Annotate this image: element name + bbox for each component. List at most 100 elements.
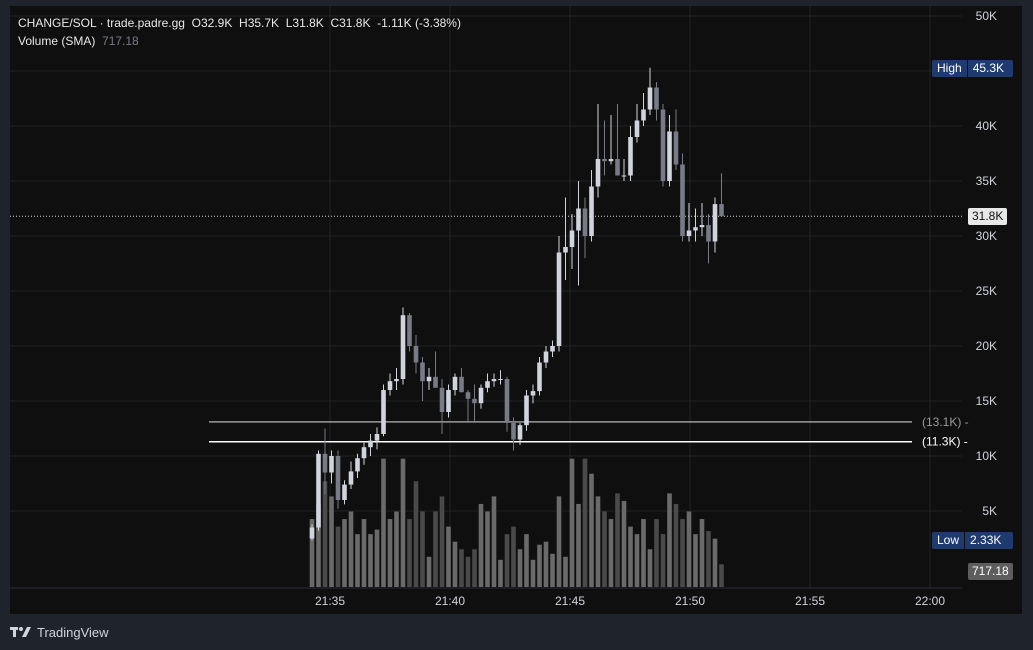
candle-body [387,381,393,390]
volume-bar [309,519,315,587]
volume-bar [693,534,698,587]
x-tick-label: 22:00 [915,594,945,608]
volume-bar [615,493,620,587]
candle-body [413,346,419,363]
volume-bar [628,526,633,587]
candle-body [394,379,399,382]
volume-label[interactable]: Volume (SMA) [18,34,96,48]
volume-bar [719,564,724,587]
volume-bar [368,534,373,587]
y-tick-label: 25K [976,284,997,298]
volume-bar [569,458,575,587]
candle-body [595,159,601,187]
candle-body [478,387,484,404]
close-key: C [330,16,340,30]
tradingview-icon [10,627,31,637]
candle-body [381,390,386,434]
candle-body [335,456,341,500]
volume-bar [381,458,386,587]
ohlc-legend: CHANGE/SOL · trade.padre.gg O32.9K H35.7… [18,16,461,30]
volume-bar [439,496,445,587]
y-tick-label: 35K [976,174,997,188]
volume-bar [400,458,406,587]
low-marker-label: Low [932,532,966,549]
candle-body [446,390,451,412]
candle-body [693,227,698,231]
high-key: H [239,16,248,30]
candle-body [654,87,659,110]
candle-body [426,376,432,382]
high-marker-value: 45.3K [972,61,1005,75]
candle-body [550,346,555,352]
volume-bar [667,493,672,587]
volume-bar [335,526,341,587]
close-value: 31.8K [339,16,371,30]
volume-bar [699,519,705,587]
candle-body [699,225,705,228]
candle-body [472,398,477,404]
low-key: L [285,16,293,30]
candle-body [368,440,373,448]
volume-bar [387,519,393,587]
candle-body [491,379,497,382]
y-tick-label: 30K [976,229,997,243]
candle-body [543,351,549,363]
y-tick-label: 50K [976,9,997,23]
volume-bar [459,549,464,587]
candle-body [439,387,445,412]
y-tick-label: 15K [976,394,997,408]
volume-group [309,458,724,587]
x-tick-label: 21:45 [555,594,585,608]
grid-group: 50K45K40K35K30K25K20K15K10K5K21:3521:402… [10,6,997,608]
volume-bar [355,534,360,587]
volume-bar [621,500,627,587]
last-price-tag: 31.8K [968,208,1008,225]
x-tick-label: 21:55 [795,594,825,608]
candle-body [569,230,575,247]
candle-body [524,395,529,426]
candle-body [686,230,692,236]
volume-bar [465,556,471,587]
x-tick-label: 21:50 [675,594,705,608]
volume-bar [680,519,685,587]
level-line-label: (13.1K) - [922,415,969,429]
low-marker: Low 2.33K [932,532,1013,549]
candle-body [602,159,607,162]
candles-group [309,67,724,541]
candle-body [530,391,536,396]
volume-bar [543,541,549,587]
volume-bar [316,503,321,587]
symbol-name[interactable]: CHANGE/SOL · trade.padre.gg [18,16,185,30]
open-value: 32.9K [200,16,233,30]
candle-body [511,423,516,440]
tradingview-logo[interactable]: TradingView [10,625,109,640]
candle-body [576,208,581,231]
volume-bar [446,526,451,587]
candle-body [634,120,640,137]
volume-bar [582,458,588,587]
volume-bar [322,481,328,587]
volume-bar [504,534,510,587]
volume-bar [348,511,354,587]
x-tick-label: 21:40 [435,594,465,608]
candle-body [355,458,360,472]
chart-area[interactable]: 50K45K40K35K30K25K20K15K10K5K21:3521:402… [10,6,1022,614]
candle-body [673,131,679,165]
volume-bar [472,549,477,587]
candle-body [667,131,672,181]
volume-bar [550,553,555,587]
candlestick-chart[interactable]: 50K45K40K35K30K25K20K15K10K5K21:3521:402… [10,6,1022,614]
volume-bar [394,511,399,587]
volume-bar [420,511,425,587]
candle-body [712,204,718,242]
candle-body [517,425,523,440]
volume-legend: Volume (SMA) 717.18 [18,34,139,48]
low-marker-value: 2.33K [970,533,1002,547]
y-tick-label: 40K [976,119,997,133]
volume-bar [686,511,692,587]
volume-bar [426,556,432,587]
candle-body [706,225,711,242]
volume-bar [589,473,594,587]
candle-body [660,109,666,181]
